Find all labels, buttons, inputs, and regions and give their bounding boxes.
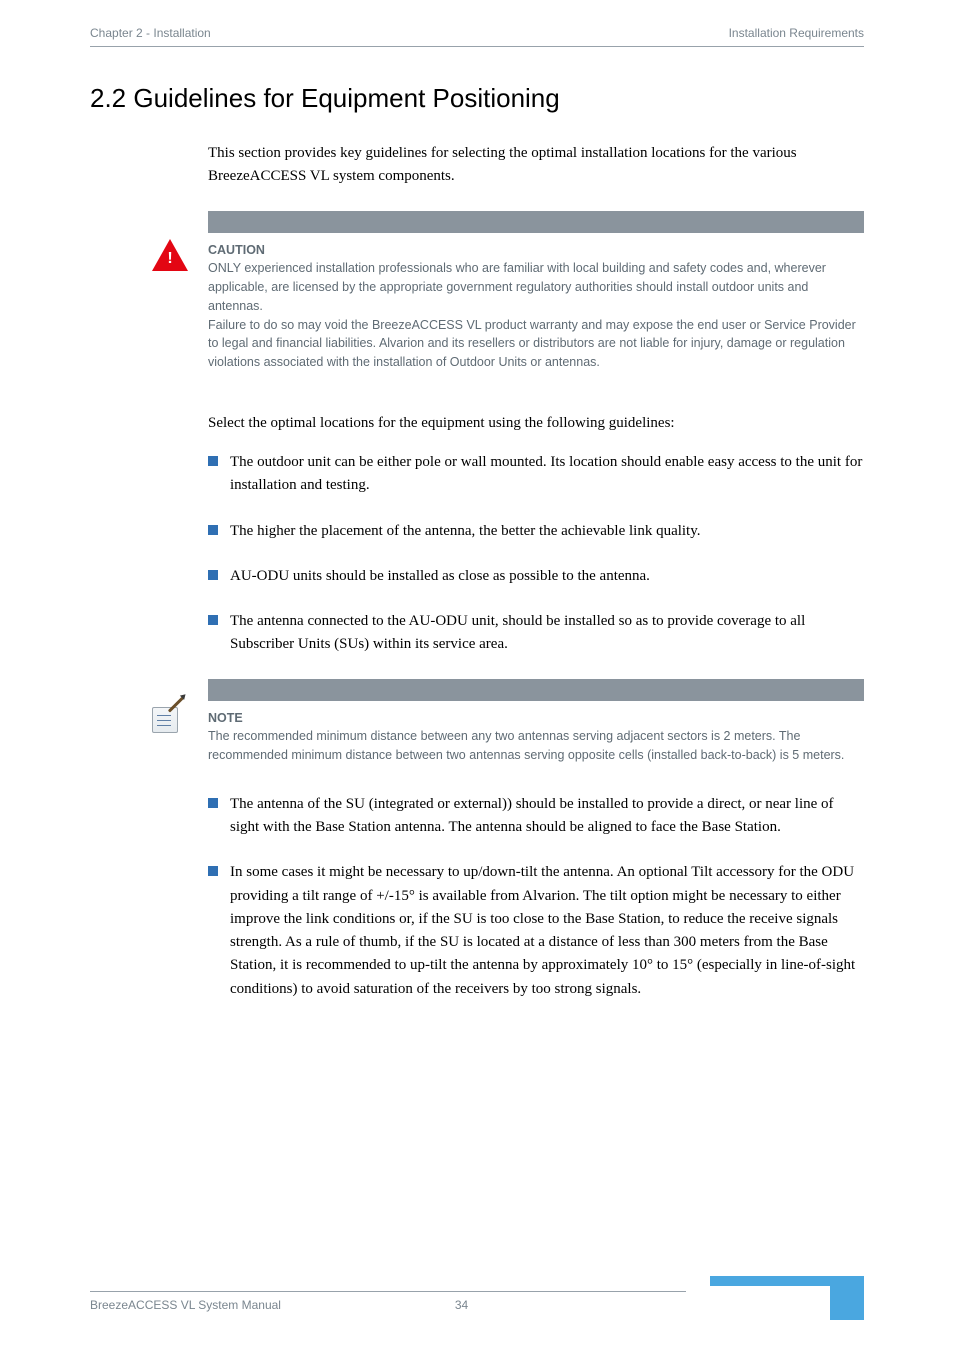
intro-paragraph: This section provides key guidelines for…: [208, 142, 864, 189]
lead-paragraph: Select the optimal locations for the equ…: [208, 412, 864, 435]
running-header-left: Chapter 2 - Installation: [90, 26, 211, 40]
bullet-list-1: The outdoor unit can be either pole or w…: [208, 451, 864, 657]
caution-text: ONLY experienced installation profession…: [208, 259, 860, 372]
note-bar: [208, 679, 864, 701]
caution-bar: [208, 211, 864, 233]
note-label: NOTE: [208, 711, 243, 725]
list-item: The antenna connected to the AU-ODU unit…: [208, 610, 864, 657]
list-item: The antenna of the SU (integrated or ext…: [208, 793, 864, 840]
note-admonition: NOTE The recommended minimum distance be…: [208, 679, 864, 767]
list-item: In some cases it might be necessary to u…: [208, 861, 864, 1001]
footer-page-number: 34: [455, 1298, 468, 1312]
list-item: The outdoor unit can be either pole or w…: [208, 451, 864, 498]
caution-label: CAUTION: [208, 243, 265, 257]
running-header: Chapter 2 - Installation Installation Re…: [90, 26, 864, 47]
running-header-right: Installation Requirements: [729, 26, 864, 40]
footer-left: BreezeACCESS VL System Manual: [90, 1298, 281, 1312]
note-pencil-icon: [152, 707, 182, 737]
section-heading: 2.2 Guidelines for Equipment Positioning: [90, 83, 864, 114]
caution-triangle-icon: !: [152, 239, 188, 271]
caution-admonition: ! CAUTION ONLY experienced installation …: [208, 211, 864, 374]
bullet-list-2: The antenna of the SU (integrated or ext…: [208, 793, 864, 1001]
list-item: AU-ODU units should be installed as clos…: [208, 565, 864, 588]
list-item: The higher the placement of the antenna,…: [208, 520, 864, 543]
caution-text-block: CAUTION ONLY experienced installation pr…: [208, 233, 864, 374]
page-corner-decoration: [710, 1276, 864, 1320]
note-text: The recommended minimum distance between…: [208, 727, 860, 765]
note-text-block: NOTE The recommended minimum distance be…: [208, 701, 864, 767]
